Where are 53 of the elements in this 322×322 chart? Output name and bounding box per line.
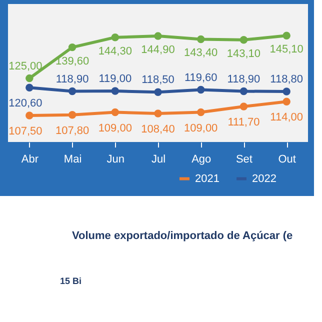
- data-label: 108,40: [141, 124, 175, 136]
- data-label: 107,80: [55, 124, 90, 137]
- data-label: 118,50: [142, 74, 174, 86]
- x-tick-label: Abr: [21, 154, 39, 166]
- x-tick-label: Jun: [106, 154, 125, 166]
- legend-label: 2021: [195, 172, 220, 185]
- point: [68, 43, 76, 52]
- point: [68, 87, 76, 96]
- data-label: 107,50: [8, 125, 42, 138]
- data-label: 118,90: [227, 73, 260, 86]
- data-label: 109,00: [98, 122, 132, 134]
- data-label: 143,40: [184, 47, 218, 60]
- x-tick-label: Mai: [64, 154, 82, 166]
- data-label: 144,90: [141, 44, 175, 56]
- point: [26, 74, 34, 82]
- data-label: 144,30: [98, 45, 132, 58]
- point: [26, 84, 34, 92]
- point: [154, 88, 162, 96]
- data-label: 139,60: [55, 55, 90, 68]
- data-label: 118,90: [56, 73, 89, 86]
- point: [111, 33, 120, 42]
- point: [240, 36, 248, 44]
- point: [26, 112, 34, 120]
- x-tick-label: Out: [278, 154, 296, 166]
- point: [240, 87, 248, 96]
- data-label: 109,00: [184, 122, 218, 134]
- point: [111, 87, 120, 95]
- point: [196, 86, 205, 94]
- point: [282, 98, 290, 106]
- data-label: 114,00: [270, 112, 303, 124]
- point: [196, 35, 205, 44]
- point: [282, 32, 290, 40]
- x-tick-label: Jul: [151, 154, 166, 166]
- x-tick-label: Ago: [192, 154, 212, 166]
- data-label: 111,70: [228, 116, 260, 129]
- point: [282, 88, 290, 96]
- data-label: 143,10: [226, 48, 261, 60]
- point: [111, 108, 120, 116]
- data-label: 145,10: [270, 44, 304, 56]
- data-label: 125,00: [8, 60, 42, 72]
- data-label: 119,00: [98, 73, 132, 86]
- point: [240, 102, 248, 110]
- x-tick-label: Set: [236, 154, 252, 166]
- data-label: 118,80: [270, 73, 303, 86]
- legend-label: 2022: [252, 172, 276, 185]
- data-label: 120,60: [8, 98, 42, 110]
- data-label: 119,60: [184, 72, 218, 84]
- point: [154, 110, 162, 118]
- point: [154, 32, 162, 40]
- point: [196, 108, 205, 116]
- text: Volume exportado/importado de Açúcar (e: [72, 230, 293, 242]
- point: [68, 110, 76, 119]
- text: 15 Bi: [60, 276, 82, 286]
